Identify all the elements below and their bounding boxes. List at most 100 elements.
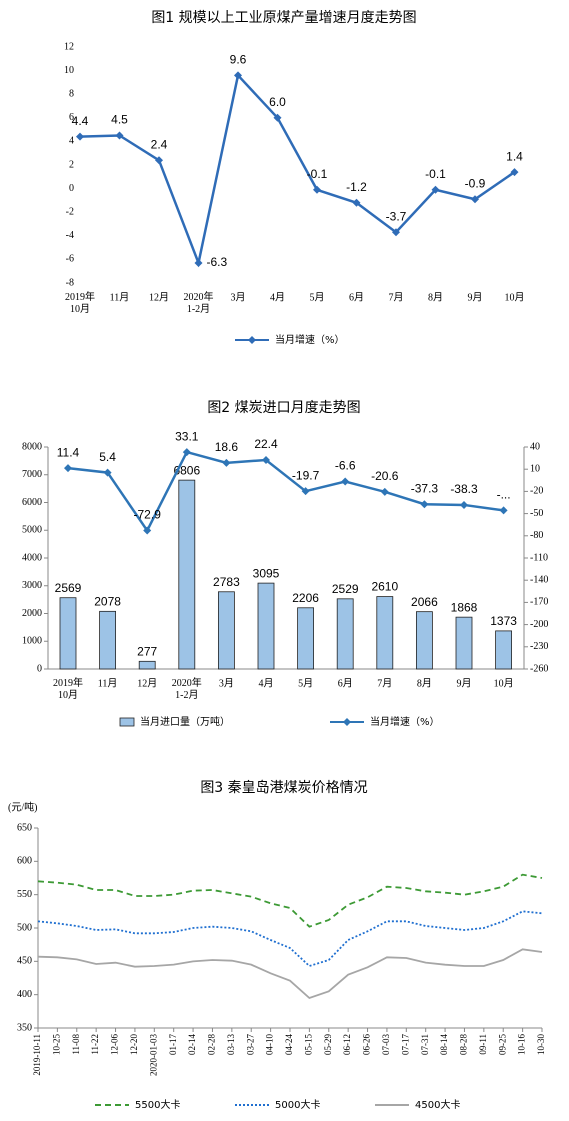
data-label: -0.1: [307, 167, 328, 181]
x-tick-label: 07-31: [420, 1034, 430, 1055]
y-tick-label: 6: [69, 112, 74, 123]
y-tick-label: 7000: [22, 469, 42, 480]
data-label: 1.4: [506, 149, 523, 163]
x-tick-label: 2020年 1-2月: [172, 676, 202, 701]
series-line: [37, 910, 543, 968]
data-label: -72.9: [134, 508, 162, 522]
x-tick-label: 10-16: [517, 1034, 527, 1055]
bar: [178, 479, 196, 670]
x-tick-label: 11-08: [71, 1034, 81, 1055]
data-label: -6.3: [207, 255, 228, 269]
marker: [420, 500, 429, 509]
x-tick-label: 09-11: [478, 1034, 488, 1055]
marker: [352, 198, 361, 207]
y-tick-label: -8: [66, 277, 74, 288]
bar: [138, 660, 156, 670]
data-label: -0.1: [425, 167, 446, 181]
data-label: -...: [497, 488, 511, 502]
x-tick-label: 10月: [505, 291, 525, 303]
x-tick-label: 6月: [338, 677, 353, 689]
legend-label: 5000大卡: [275, 1098, 320, 1111]
chart-title: 图3 秦皇岛港煤炭价格情况: [200, 780, 367, 796]
data-label: 5.4: [99, 450, 116, 464]
y-tick-label: 10: [64, 65, 74, 76]
marker: [234, 71, 242, 80]
x-tick-label: 9月: [457, 677, 472, 689]
y-tick-label: 5000: [22, 525, 42, 536]
bar-label: 2569: [55, 581, 82, 595]
marker: [194, 258, 203, 267]
y-tick-label: 2000: [22, 608, 42, 619]
x-tick-label: 2019-10-11: [32, 1034, 42, 1076]
y-tick-label: 4000: [22, 552, 42, 563]
y-tick-label: 2: [69, 159, 74, 170]
x-tick-label: 03-27: [245, 1034, 255, 1055]
data-label: -19.7: [292, 468, 320, 482]
legend-label: 当月增速（%）: [275, 333, 345, 346]
y-tick-label: 650: [17, 822, 32, 833]
marker: [222, 458, 231, 467]
bar: [59, 597, 77, 670]
x-tick-label: 07-17: [400, 1034, 410, 1055]
marker: [103, 468, 112, 477]
y2-tick-label: -20: [530, 486, 543, 497]
y-tick-label: 350: [17, 1022, 32, 1033]
x-tick-label: 6月: [349, 291, 364, 303]
marker: [460, 500, 468, 509]
data-label: -38.3: [450, 482, 478, 496]
marker: [76, 132, 84, 141]
data-label: -0.9: [465, 176, 486, 190]
data-label: -1.2: [346, 180, 367, 194]
x-tick-label: 10-25: [51, 1034, 61, 1055]
marker: [115, 131, 124, 140]
marker: [471, 195, 479, 204]
marker: [143, 526, 152, 535]
x-tick-label: 3月: [231, 291, 246, 303]
y2-tick-label: -200: [530, 619, 548, 630]
y2-tick-label: -170: [530, 597, 548, 608]
marker: [341, 477, 350, 486]
x-tick-label: 5月: [310, 291, 325, 303]
x-tick-label: 10-30: [536, 1034, 546, 1055]
data-label: 6.0: [269, 95, 286, 109]
marker: [431, 185, 440, 194]
y2-tick-label: -50: [530, 508, 543, 519]
x-tick-label: 12-06: [110, 1034, 120, 1055]
bar-label: 1373: [490, 614, 517, 628]
x-tick-label: 05-15: [303, 1034, 313, 1055]
legend-label: 当月进口量（万吨）: [140, 715, 230, 728]
bar: [336, 598, 354, 670]
bar-label: 2206: [292, 591, 319, 605]
y-tick-label: 3000: [22, 580, 42, 591]
data-label: 9.6: [230, 52, 247, 66]
data-label: -20.6: [371, 469, 399, 483]
x-tick-label: 10月: [494, 677, 514, 689]
data-label: 22.4: [254, 437, 278, 451]
bar-label: 2529: [332, 582, 359, 596]
y-tick-label: 500: [17, 922, 32, 933]
x-tick-label: 4月: [270, 291, 285, 303]
y-tick-label: 600: [17, 856, 32, 867]
bar-label: 2078: [94, 595, 121, 609]
y-tick-label: -2: [66, 206, 74, 217]
bar: [376, 596, 394, 670]
series-line: [79, 72, 516, 268]
marker: [262, 456, 270, 465]
x-tick-label: 12-20: [129, 1034, 139, 1055]
x-tick-label: 7月: [377, 677, 392, 689]
x-tick-label: 06-26: [362, 1034, 372, 1055]
y-tick-label: 1000: [22, 636, 42, 647]
x-tick-label: 2020-01-03: [148, 1034, 158, 1076]
x-tick-label: 08-28: [459, 1034, 469, 1055]
y-tick-label: -4: [66, 230, 74, 241]
x-tick-label: 11-22: [90, 1034, 100, 1055]
marker: [182, 448, 191, 457]
y-tick-label: 0: [69, 183, 74, 194]
bar-label: 277: [137, 644, 157, 658]
data-label: 18.6: [215, 440, 239, 454]
legend-label: 4500大卡: [415, 1098, 460, 1111]
legend-swatch: [119, 717, 135, 727]
x-tick-label: 7月: [389, 291, 404, 303]
y-tick-label: 0: [37, 663, 42, 674]
